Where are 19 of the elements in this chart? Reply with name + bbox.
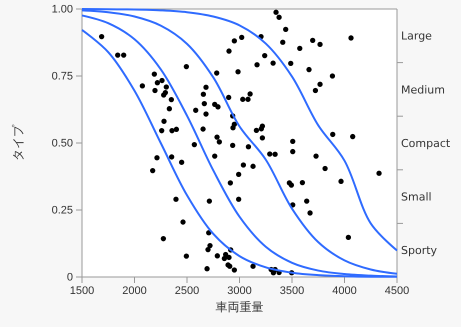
category-label: Sporty: [401, 244, 438, 258]
x-tick-label: 2500: [174, 284, 200, 297]
x-tick-label: 2000: [122, 284, 147, 297]
y-tick-label: 0.50: [52, 138, 73, 150]
y-tick-label: 1.00: [52, 4, 73, 16]
category-label: Medium: [401, 83, 445, 96]
category-label: Compact: [401, 136, 450, 150]
x-axis-title: 車両重量: [216, 300, 264, 314]
y-tick-label: 0.25: [52, 204, 73, 217]
y-tick-label: 0.75: [52, 70, 73, 83]
x-tick-label: 4500: [384, 284, 410, 297]
y-axis-title: タイプ: [11, 124, 25, 161]
x-tick-label: 3500: [280, 284, 304, 297]
x-tick-label: 3000: [227, 284, 252, 297]
category-label: Large: [401, 30, 432, 43]
x-tick-label: 1500: [70, 284, 94, 297]
x-tick-label: 4000: [332, 284, 357, 297]
y-tick-label: 0: [66, 272, 73, 284]
category-label: Small: [401, 190, 432, 204]
